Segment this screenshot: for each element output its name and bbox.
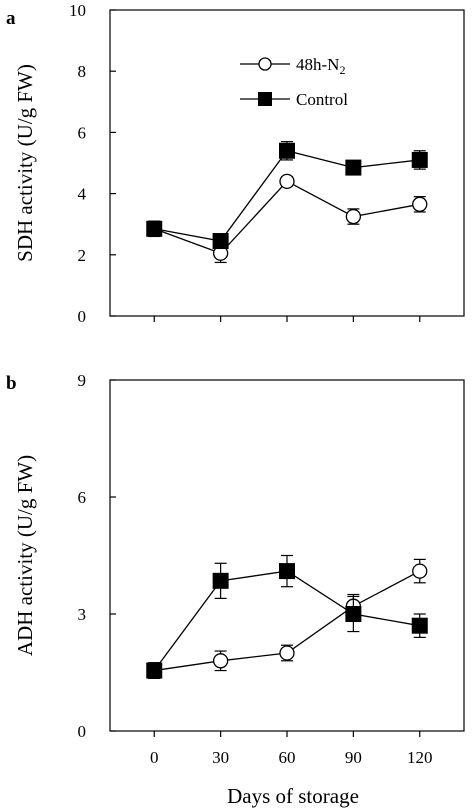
legend-marker-square bbox=[258, 92, 272, 106]
data-point bbox=[212, 653, 229, 669]
legend-marker-circle bbox=[258, 57, 272, 71]
x-tick-label: 30 bbox=[212, 748, 229, 767]
panel-label: b bbox=[6, 373, 17, 394]
legend-entry-n2: 48h-N2 bbox=[296, 55, 345, 77]
y-tick-label: 2 bbox=[78, 246, 87, 265]
series-n2 bbox=[146, 173, 428, 264]
data-point bbox=[212, 572, 229, 589]
data-point bbox=[212, 233, 229, 250]
legend-entry-control: Control bbox=[296, 90, 348, 109]
x-tick-label: 0 bbox=[150, 748, 159, 767]
x-tick-label: 90 bbox=[345, 748, 362, 767]
data-point bbox=[345, 606, 362, 622]
series-line bbox=[154, 180, 420, 255]
y-axis-label: SDH activity (U/g FW) bbox=[13, 64, 37, 262]
y-tick-label: 6 bbox=[78, 488, 87, 507]
y-tick-label: 0 bbox=[78, 307, 87, 326]
data-point bbox=[279, 645, 295, 661]
data-point bbox=[279, 563, 295, 580]
data-point bbox=[146, 662, 163, 679]
y-tick-label: 3 bbox=[78, 605, 87, 624]
series-line bbox=[154, 150, 420, 242]
series-control bbox=[146, 554, 428, 679]
legend-entry-n2-text: 48h-N bbox=[296, 55, 339, 74]
x-tick-label: 60 bbox=[279, 748, 296, 767]
data-point bbox=[345, 208, 362, 225]
data-point bbox=[412, 196, 428, 212]
y-tick-label: 0 bbox=[78, 722, 87, 741]
data-point bbox=[411, 151, 428, 168]
data-point bbox=[146, 220, 163, 237]
plot-frame bbox=[109, 9, 465, 317]
data-point bbox=[411, 617, 428, 634]
legend-entry-n2-subscript: 2 bbox=[339, 63, 345, 77]
data-point bbox=[412, 563, 428, 579]
series-control bbox=[146, 140, 428, 250]
y-tick-label: 8 bbox=[78, 62, 87, 81]
y-tick-label: 6 bbox=[78, 123, 87, 142]
y-tick-label: 4 bbox=[78, 185, 87, 204]
y-tick-label: 10 bbox=[69, 1, 86, 20]
x-tick-label: 120 bbox=[407, 748, 433, 767]
x-axis-label: Days of storage bbox=[227, 784, 359, 808]
y-tick-label: 9 bbox=[78, 371, 87, 390]
data-point bbox=[279, 173, 295, 190]
data-point bbox=[345, 159, 362, 176]
y-axis-label: ADH activity (U/g FW) bbox=[13, 455, 37, 656]
legend: 48h-N2 Control bbox=[240, 55, 348, 109]
panel-label: a bbox=[6, 8, 16, 29]
data-point bbox=[279, 142, 295, 159]
